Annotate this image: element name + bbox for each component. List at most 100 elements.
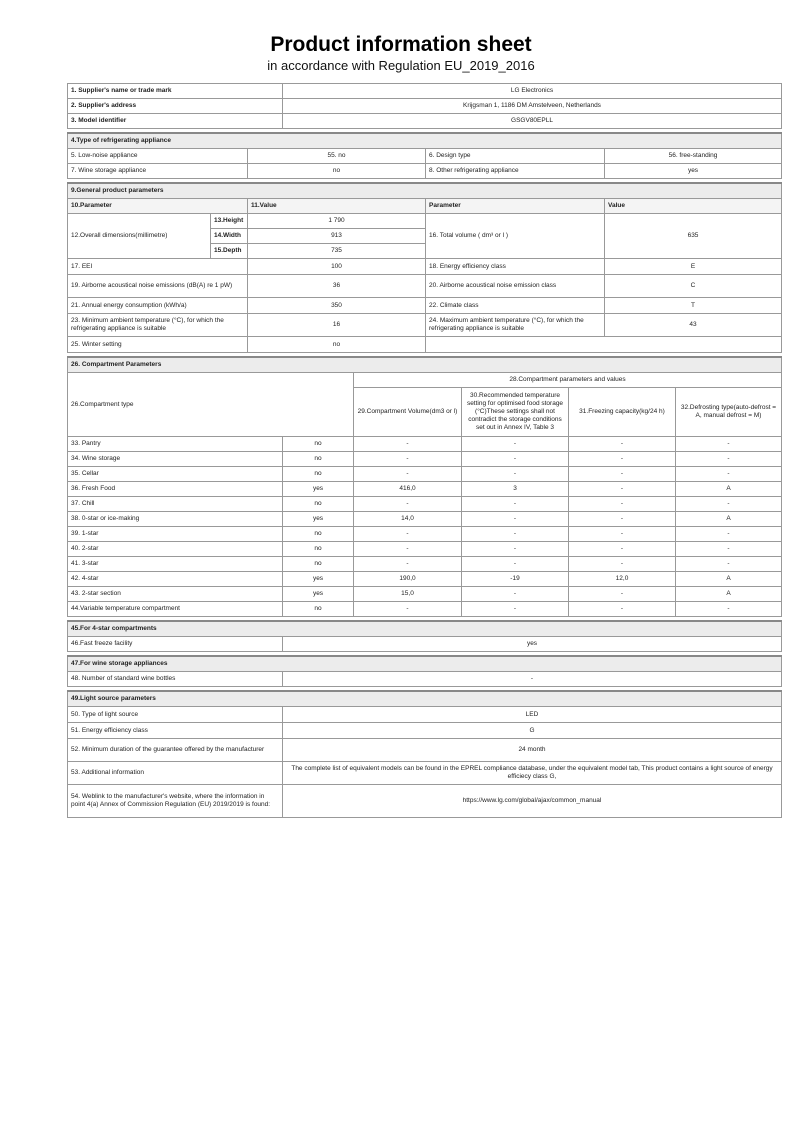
field-label: 1. Supplier's name or trade mark — [67, 83, 283, 99]
table-row: 17. EEI 100 18. Energy efficiency class E — [67, 258, 783, 275]
field-value: 16 — [247, 313, 426, 337]
field-value: The complete list of equivalent models c… — [282, 761, 782, 785]
field-value: - — [461, 436, 569, 452]
field-value: yes — [282, 636, 782, 652]
field-label: 7. Wine storage appliance — [67, 163, 248, 179]
field-value: LG Electronics — [282, 83, 782, 99]
dimension-value: 735 — [247, 243, 426, 259]
field-value: Krijgsman 1, 1186 DM Amstelveen, Netherl… — [282, 98, 782, 114]
field-label: 16. Total volume ( dm³ or l ) — [425, 213, 605, 259]
field-value: - — [461, 526, 569, 542]
field-value: 43 — [603, 313, 783, 337]
field-label: 12.Overall dimensions(millimetre) — [67, 213, 211, 259]
field-label: 53. Additional information — [67, 761, 283, 785]
table-row: 52. Minimum duration of the guarantee of… — [67, 738, 782, 762]
column-header: 32.Defrosting type(auto-defrost = A, man… — [674, 387, 783, 437]
field-label: 22. Climate class — [425, 297, 605, 314]
dimension-value: 913 — [247, 228, 426, 244]
field-label: 46.Fast freeze facility — [67, 636, 283, 652]
field-value: - — [353, 541, 462, 557]
info-sheet: 1. Supplier's name or trade mark LG Elect… — [66, 83, 783, 821]
table-row: 19. Airborne acoustical noise emissions … — [67, 274, 783, 298]
dimension-label: 14.Width — [210, 228, 248, 244]
column-header: 29.Compartment Volume(dm3 or l) — [353, 387, 462, 437]
field-value: - — [461, 586, 569, 602]
table-row: 44.Variable temperature compartment no - - -… — [67, 601, 783, 617]
field-value: - — [674, 436, 783, 452]
field-value: 12,0 — [568, 571, 676, 587]
field-value: - — [674, 466, 783, 482]
field-value: - — [461, 496, 569, 512]
section-header: 45.For 4-star compartments — [67, 620, 782, 637]
general-parameters-table: 9.General product parameters 10.Parameter… — [66, 182, 783, 353]
table-row: 43. 2-star section yes 15,0- - A — [67, 586, 783, 602]
appliance-type-table: 4.Type of refrigerating appliance 5. Low-… — [67, 132, 782, 179]
field-value: - — [461, 541, 569, 557]
field-label: 3. Model identifier — [67, 113, 283, 129]
field-value: - — [461, 556, 569, 572]
table-row: 37. Chill no - - - - — [67, 496, 783, 512]
table-row: 38. 0-star or ice-making yes 14,0- - A — [67, 511, 783, 527]
field-value: - — [353, 496, 462, 512]
table-row: 46.Fast freeze facility yes — [67, 636, 782, 652]
field-value: - — [353, 556, 462, 572]
table-row: 25. Winter setting no — [67, 336, 783, 353]
table-row: 41. 3-star no - - - - — [67, 556, 783, 572]
column-header: 30.Recommended temperature setting for o… — [461, 387, 569, 437]
field-value: no — [282, 526, 354, 542]
table-row: 54. Weblink to the manufacturer's websit… — [67, 784, 782, 818]
field-value: - — [568, 451, 676, 467]
compartment-label: 40. 2-star — [67, 541, 283, 557]
field-label: 18. Energy efficiency class — [425, 258, 605, 275]
field-value: - — [568, 436, 676, 452]
field-label: 51. Energy efficiency class — [67, 722, 283, 739]
table-row: 42. 4-star yes 190,0 -19 12,0 A — [67, 571, 783, 587]
compartment-label: 44.Variable temperature compartment — [67, 601, 283, 617]
section-title: 9.General product parameters — [66, 182, 783, 199]
compartment-label: 33. Pantry — [67, 436, 283, 452]
field-value: E — [603, 258, 783, 275]
table-row: 51. Energy efficiency class G — [67, 722, 782, 739]
field-label: 5. Low-noise appliance — [67, 148, 248, 164]
table-row: 3. Model identifier GSGV80EPLL — [67, 113, 782, 129]
field-label: 50. Type of light source — [67, 706, 283, 723]
table-row: 35. Cellar no - - - - — [67, 466, 783, 482]
field-label: 6. Design type — [425, 148, 605, 164]
field-value: - — [353, 526, 462, 542]
field-value: - — [353, 451, 462, 467]
cell: Value — [603, 198, 783, 214]
field-value: 56. free-standing — [604, 148, 782, 164]
section-header: 4.Type of refrigerating appliance — [67, 132, 782, 149]
compartment-label: 35. Cellar — [67, 466, 283, 482]
table-row: 34. Wine storage no - - - - — [67, 451, 783, 467]
field-label: 48. Number of standard wine bottles — [67, 671, 283, 687]
field-value: T — [603, 297, 783, 314]
section-header: 26. Compartment Parameters — [66, 356, 783, 373]
misc-table: 47.For wine storage appliances 48. Number… — [66, 655, 783, 687]
field-value: 350 — [247, 297, 426, 314]
field-value: - — [674, 556, 783, 572]
field-value: no — [282, 436, 354, 452]
field-value: - — [568, 511, 676, 527]
field-label: 17. EEI — [67, 258, 248, 275]
field-value: 635 — [603, 213, 783, 259]
field-label: 19. Airborne acoustical noise emissions … — [67, 274, 248, 298]
field-label: 52. Minimum duration of the guarantee of… — [67, 738, 283, 762]
dimension-label: 15.Depth — [210, 243, 248, 259]
field-value: - — [568, 586, 676, 602]
table-row: 15.Depth 735 — [68, 243, 782, 259]
field-value: A — [674, 481, 783, 497]
table-row: 48. Number of standard wine bottles - — [67, 671, 783, 687]
table-row: 12.Overall dimensions(millimetre) 13.Heig… — [67, 213, 783, 259]
field-value: - — [568, 556, 676, 572]
table-row: 1. Supplier's name or trade mark LG Elect… — [67, 83, 782, 99]
field-value: 416,0 — [353, 481, 462, 497]
table-row: 5. Low-noise appliance 55. no 6. Design ty… — [67, 148, 782, 164]
field-value: -19 — [461, 571, 569, 587]
compartment-label: 38. 0-star or ice-making — [67, 511, 283, 527]
field-value: 3 — [461, 481, 569, 497]
field-value: - — [568, 466, 676, 482]
table-row: 33. Pantry no - - - - — [67, 436, 783, 452]
section-header: 49.Light source parameters — [67, 690, 782, 707]
field-label: 54. Weblink to the manufacturer's websit… — [67, 784, 283, 818]
